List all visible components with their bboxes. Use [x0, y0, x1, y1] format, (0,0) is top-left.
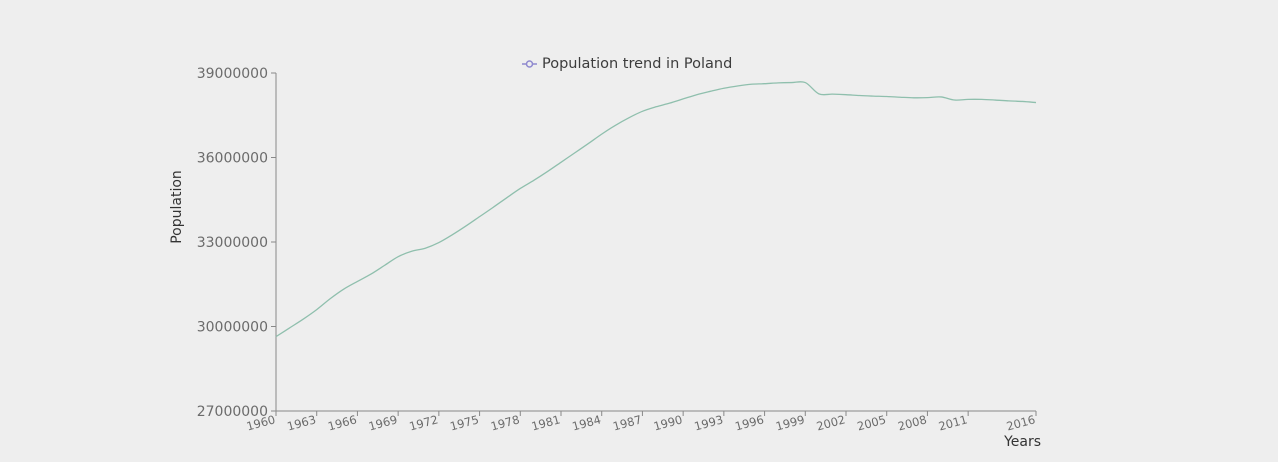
x-tick-label: 1975 — [448, 412, 480, 433]
x-tick-label: 2008 — [896, 412, 928, 433]
legend-circle-marker — [525, 60, 534, 68]
x-tick-label: 1993 — [693, 412, 725, 433]
legend-series-name: Population trend in Poland — [542, 56, 732, 72]
x-tick-label: 2011 — [937, 412, 969, 433]
y-tick-label: 30000000 — [197, 320, 268, 336]
y-axis: 27000000 30000000 33000000 36000000 39000000 — [197, 66, 277, 420]
y-axis-title: Population — [169, 170, 185, 244]
x-tick-label: 1999 — [774, 412, 806, 433]
x-tick-label: 2005 — [856, 412, 888, 433]
x-tick-label: 1963 — [286, 412, 318, 433]
population-series-line — [275, 81, 1037, 338]
y-tick-label: 27000000 — [197, 404, 268, 420]
x-tick-label: 1969 — [367, 412, 399, 433]
y-tick-label: 36000000 — [197, 151, 268, 167]
x-tick-label: 1978 — [489, 412, 521, 433]
y-tick-label: 39000000 — [197, 66, 268, 82]
x-tick-label: 1981 — [530, 412, 562, 433]
x-tick-label: 2016 — [1005, 412, 1037, 433]
chart-legend[interactable]: Population trend in Poland — [522, 56, 732, 72]
x-tick-label: 1990 — [652, 412, 684, 433]
x-tick-label: 1987 — [611, 412, 643, 433]
y-axis-ticks: 27000000 30000000 33000000 36000000 39000000 — [197, 66, 276, 420]
y-tick-label: 33000000 — [197, 235, 268, 251]
x-tick-label: 1972 — [408, 412, 440, 433]
x-tick-label: 1966 — [326, 412, 358, 433]
x-axis-title: Years — [1003, 434, 1041, 450]
x-axis: 1960 1963 1966 1969 1972 1975 1978 1981 1984 1987… — [245, 410, 1037, 433]
x-tick-label: 1984 — [571, 412, 603, 433]
x-tick-label: 1996 — [733, 412, 765, 433]
x-tick-label: 2002 — [815, 412, 847, 433]
x-axis-ticks: 1960 1963 1966 1969 1972 1975 1978 1981 1984 1987… — [245, 411, 1037, 433]
